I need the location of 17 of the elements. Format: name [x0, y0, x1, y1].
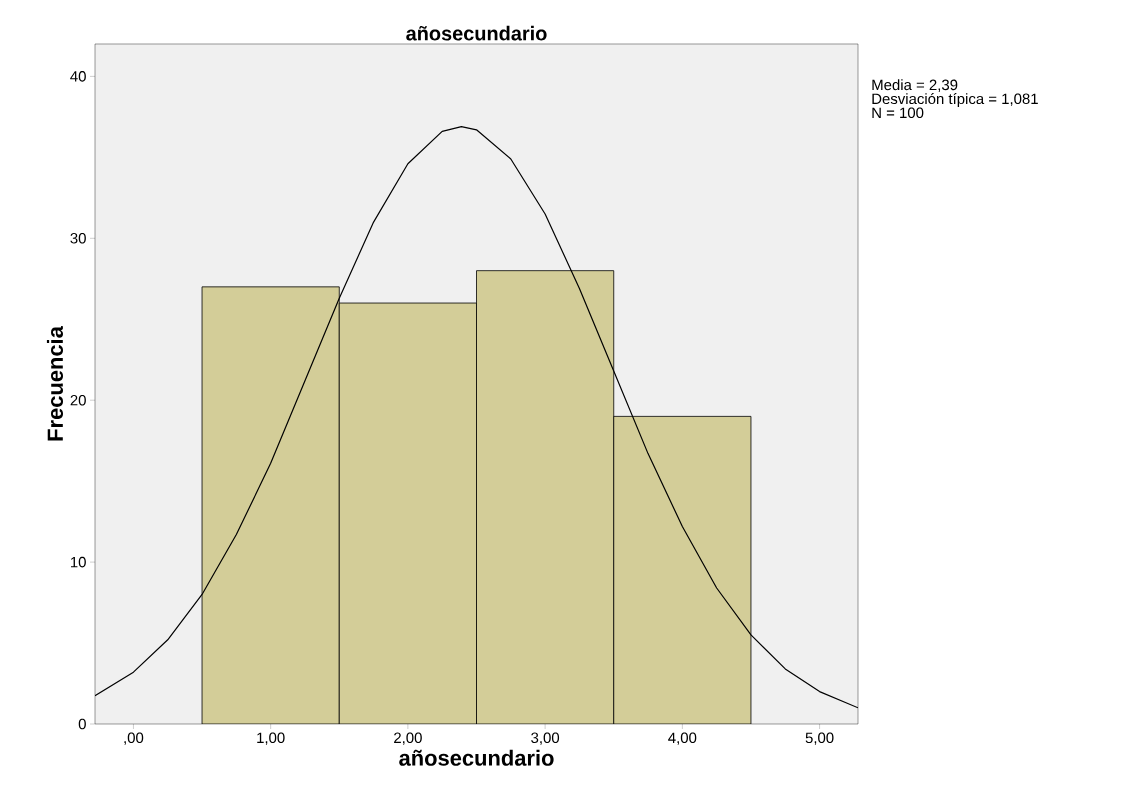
y-tick-label: 0	[78, 718, 86, 730]
chart-title: añosecundario	[406, 25, 547, 41]
y-tick-label: 40	[70, 71, 86, 82]
x-tick-label: 3,00	[531, 732, 560, 745]
x-tick-label: 4,00	[668, 732, 697, 745]
y-tick-label: 20	[70, 394, 86, 406]
y-tick-label: 10	[71, 556, 86, 568]
x-tick-label: 5,00	[805, 732, 834, 745]
x-tick-label: ,00	[124, 732, 144, 745]
y-tick-label: 30	[70, 232, 86, 244]
x-tick-label: 2,00	[394, 732, 422, 745]
y-axis-title: Frecuencia	[46, 326, 64, 441]
x-tick-label: 1,00	[257, 732, 285, 745]
text: Desviación típica = 1,081	[872, 92, 1038, 108]
text: Media = 2,39	[872, 79, 958, 92]
text: N = 100	[872, 107, 924, 119]
x-axis-title: añosecundario	[399, 749, 554, 766]
